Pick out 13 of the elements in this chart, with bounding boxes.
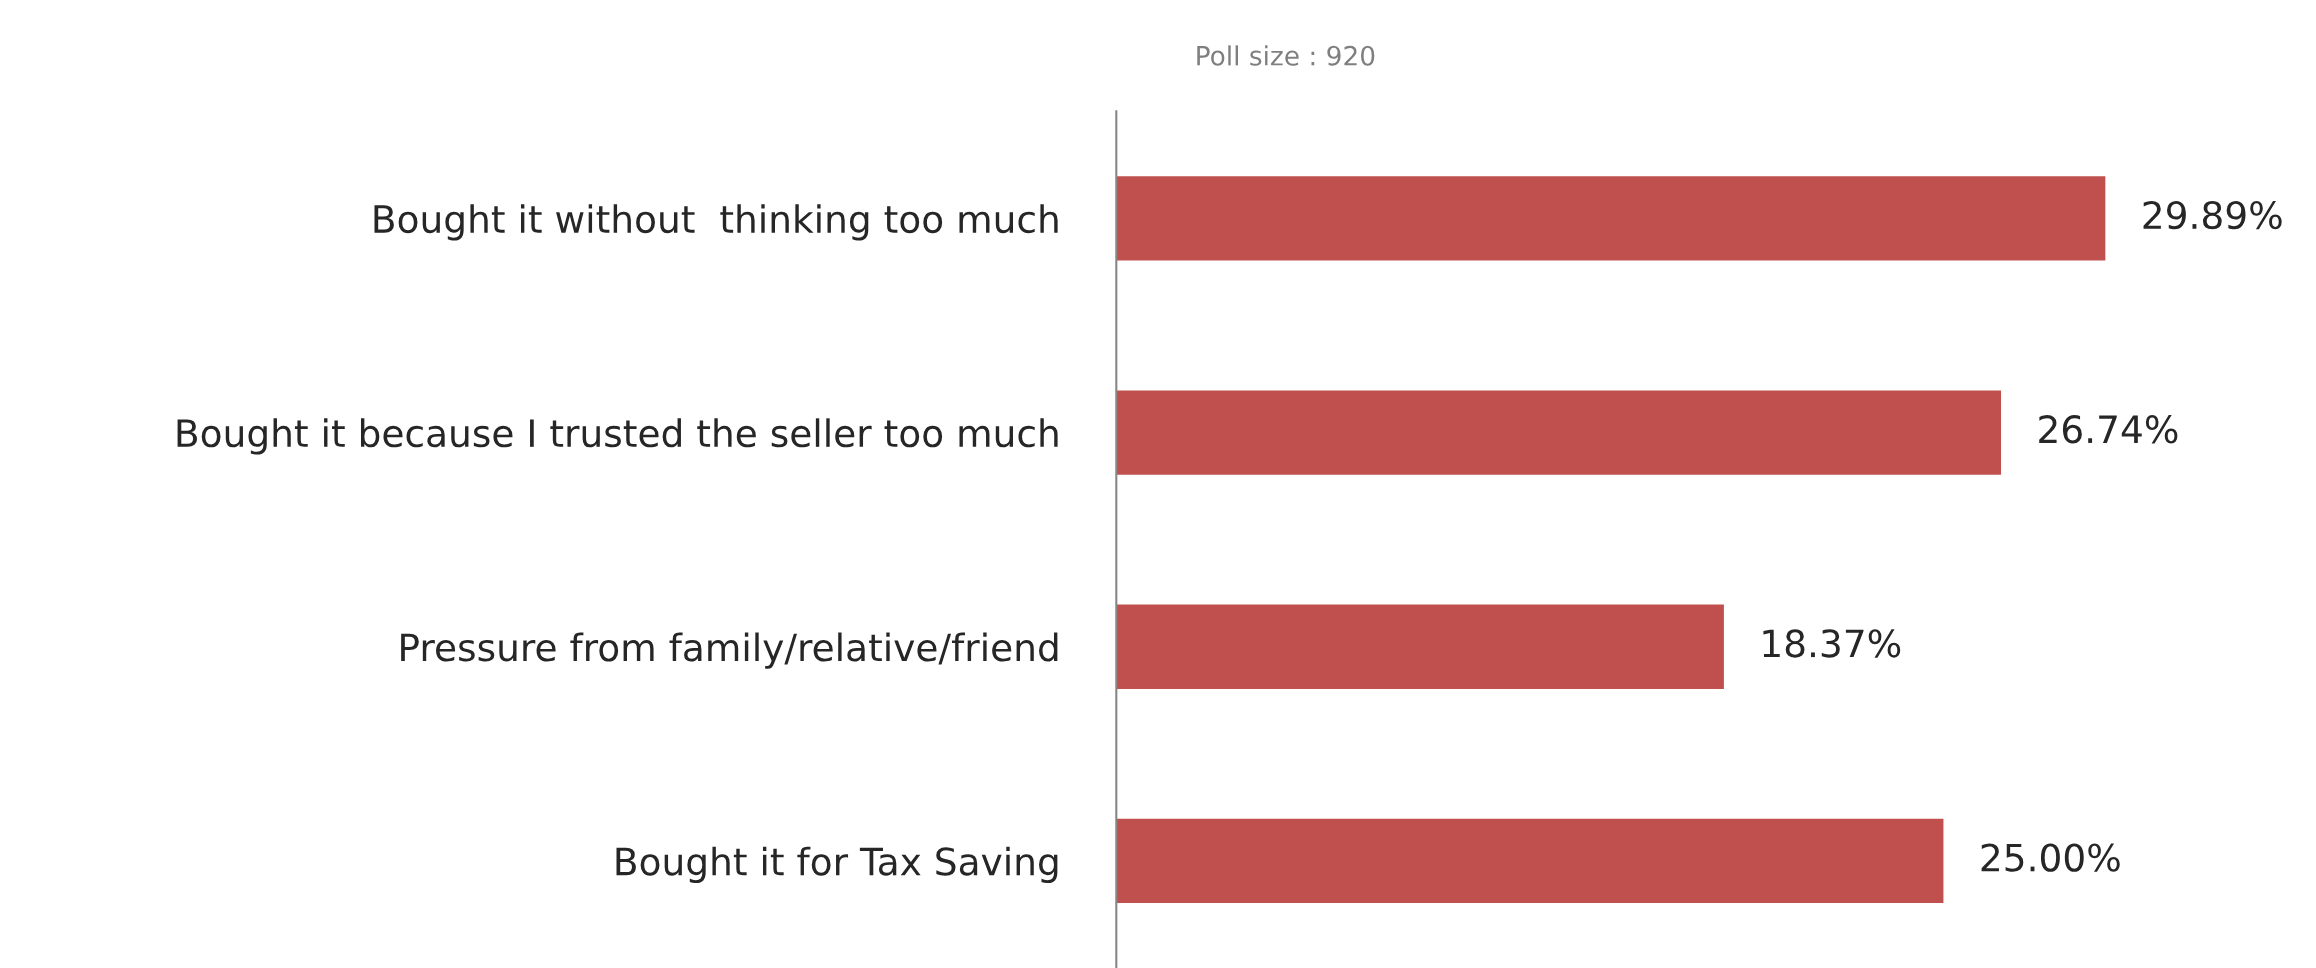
data-label: 25.00% <box>1981 843 2120 872</box>
y-tick-label: Bought it without thinking too much <box>374 204 1058 241</box>
bar <box>1116 817 1945 905</box>
bar <box>1116 389 2003 477</box>
y-tick-label: Bought it for Tax Saving <box>616 846 1058 883</box>
data-label: 26.74% <box>2039 415 2178 444</box>
data-label: 29.89% <box>2143 200 2282 230</box>
bar <box>1116 603 1726 691</box>
bar <box>1116 174 2107 262</box>
y-tick-label: Pressure from family/relative/friend <box>401 632 1058 669</box>
y-tick-label: Bought it because I trusted the seller too much <box>177 418 1058 455</box>
data-label: 18.37% <box>1763 629 1901 658</box>
text: Poll size : 920 <box>1197 45 1375 66</box>
